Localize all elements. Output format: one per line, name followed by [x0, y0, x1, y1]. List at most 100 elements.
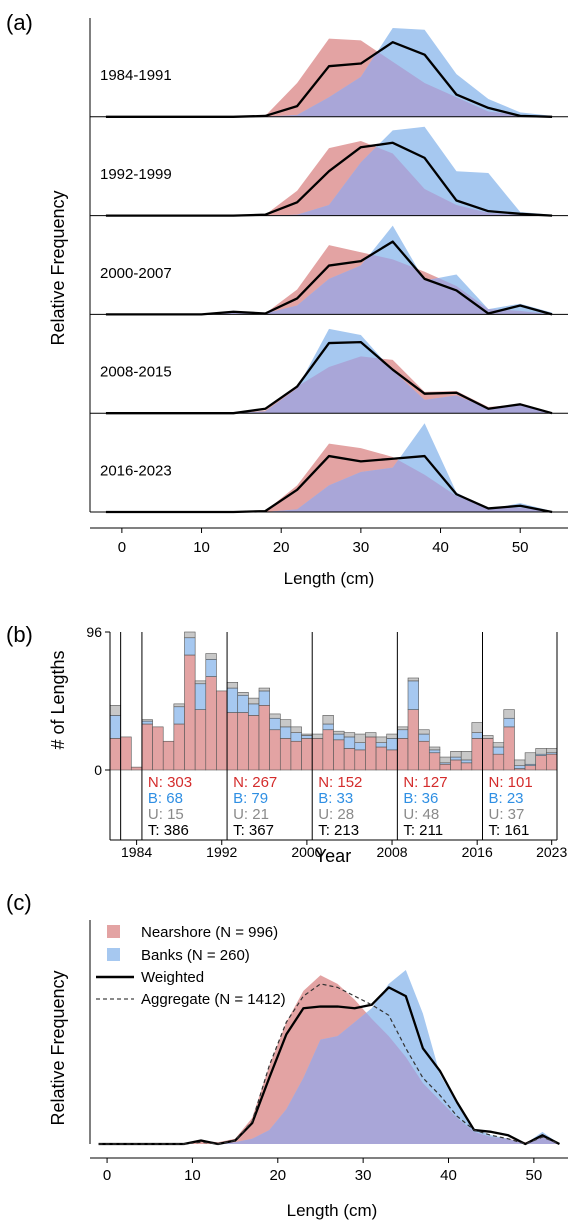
x-tick-label: 2000	[291, 844, 322, 860]
bar-segment-B	[226, 687, 239, 713]
summary-T: T: 213	[318, 822, 359, 839]
bar-segment-U	[226, 682, 239, 689]
bar-segment-B	[269, 717, 281, 731]
panel-c-plot: 0 10 20 30 40 50	[89, 920, 568, 1184]
bar-segment-B	[514, 765, 526, 769]
period-label: 2016-2023	[100, 462, 172, 479]
bar-segment-B	[173, 706, 185, 725]
bar-segment-N	[109, 738, 121, 771]
bar-segment-U	[290, 726, 302, 733]
bar-segment-U	[311, 733, 324, 739]
panel-c-ylabel: Relative Frequency	[48, 970, 68, 1125]
bar-2003	[333, 730, 345, 771]
summary-T: T: 161	[489, 822, 530, 839]
bar-segment-U	[184, 631, 196, 639]
summary-B: B: 79	[233, 790, 268, 807]
bar-1999	[290, 726, 302, 771]
bar-segment-B	[471, 732, 483, 739]
bar-segment-N	[375, 746, 388, 771]
bar-segment-N	[290, 740, 302, 771]
bar-segment-U	[418, 729, 430, 735]
bar-segment-N	[184, 654, 196, 771]
bar-segment-U	[471, 722, 483, 733]
bar-segment-N	[248, 715, 260, 771]
x-tick-label: 40	[432, 539, 449, 556]
bar-1991	[205, 653, 217, 771]
bar-segment-N	[130, 766, 143, 771]
overlap-area	[105, 38, 553, 117]
bar-segment-N	[397, 738, 409, 771]
banks-area	[105, 126, 553, 216]
aggregate-line	[98, 983, 560, 1145]
x-tick-label: 2008	[376, 844, 407, 860]
bar-2016	[471, 722, 483, 771]
panel-c-xlabel: Length (cm)	[287, 1201, 378, 1220]
summary-T: T: 211	[403, 822, 443, 839]
bar-segment-U	[546, 748, 558, 754]
bar-segment-U	[333, 730, 345, 735]
bar-segment-N	[205, 676, 217, 771]
bar-segment-U	[205, 653, 217, 660]
x-tick-label: 20	[269, 1167, 286, 1184]
bar-segment-N	[311, 738, 324, 771]
bar-segment-B	[248, 703, 260, 716]
bar-segment-N	[471, 738, 483, 771]
bar-segment-N	[237, 712, 249, 771]
x-tick-label: 2016	[462, 844, 493, 860]
summary-N: N: 101	[489, 774, 533, 791]
bar-segment-N	[173, 723, 185, 771]
summary-B: B: 33	[318, 790, 353, 807]
summary-T: T: 386	[148, 822, 189, 839]
summary-N: N: 267	[233, 774, 277, 791]
y-tick-label: 96	[86, 624, 102, 640]
panel-c-label: (c)	[6, 890, 32, 915]
bar-2018	[492, 742, 505, 771]
bar-2005	[354, 733, 366, 771]
summary-B: B: 23	[489, 790, 524, 807]
x-tick-label: 30	[355, 1167, 372, 1184]
bar-segment-N	[407, 709, 419, 771]
bar-segment-N	[365, 736, 377, 771]
bar-segment-N	[439, 763, 451, 771]
x-tick-label: 2023	[536, 844, 567, 860]
bar-segment-U	[248, 697, 260, 705]
bar-segment-U	[535, 748, 547, 755]
panel-b-xlabel-visible: Year	[315, 846, 351, 866]
bar-segment-N	[460, 762, 473, 771]
bar-2022	[535, 748, 547, 771]
bar-segment-N	[450, 759, 462, 771]
bar-segment-N	[535, 755, 547, 771]
bar-segment-N	[120, 736, 132, 771]
bar-segment-N	[269, 729, 281, 771]
bar-segment-N	[258, 705, 270, 771]
bar-segment-B	[428, 749, 441, 754]
summary-U: U: 37	[489, 806, 525, 823]
bar-2001	[311, 733, 324, 771]
bar-segment-B	[290, 732, 302, 742]
overlap-area	[105, 245, 553, 315]
bar-segment-N	[428, 752, 441, 771]
bar-2017	[482, 735, 494, 771]
bar-1994	[237, 692, 249, 771]
period-label: 1984-1991	[100, 67, 172, 84]
bar-1993	[226, 682, 239, 771]
bar-segment-U	[375, 736, 388, 743]
bar-segment-U	[343, 732, 356, 738]
bar-segment-N	[322, 729, 334, 771]
x-tick-label: 50	[512, 539, 529, 556]
bar-segment-U	[237, 692, 249, 696]
bar-1985	[141, 719, 153, 771]
bar-2007	[375, 736, 388, 771]
bar-segment-N	[141, 723, 153, 771]
bar-segment-B	[418, 733, 430, 742]
panel-a-plot: 1984-1991 1992-1999 2000-2007 2008-2015 2016…	[89, 18, 568, 556]
bar-segment-B	[194, 683, 207, 710]
bar-1998	[279, 719, 292, 771]
bar-segment-B	[258, 690, 270, 706]
bar-segment-N	[279, 738, 292, 771]
panel-b-ylabel: # of Lengths	[48, 650, 68, 749]
bar-2009	[397, 726, 409, 771]
x-tick-label: 10	[184, 1167, 201, 1184]
